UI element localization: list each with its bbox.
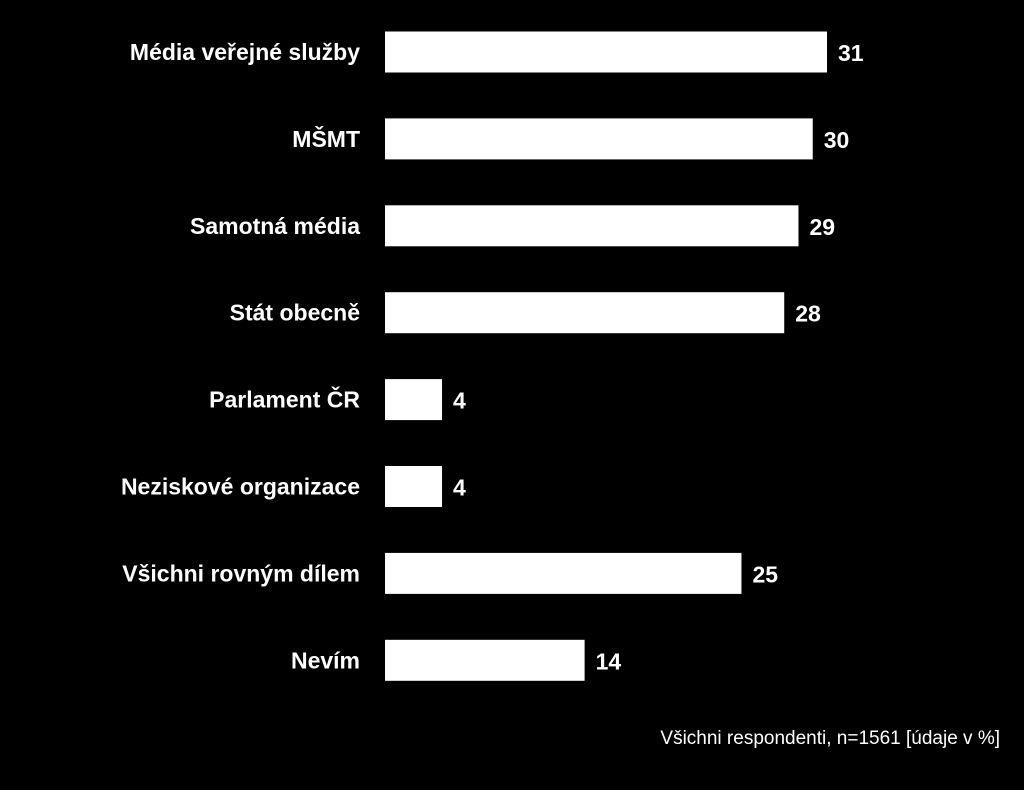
bar (385, 639, 585, 681)
value-label: 25 (752, 561, 778, 587)
category-labels: Média veřejné služby MŠMT Samotná média Stá… (121, 39, 360, 673)
bar (385, 118, 813, 160)
value-label: 4 (453, 475, 466, 501)
value-label: 28 (795, 301, 821, 327)
category-label: Média veřejné služby (130, 39, 360, 65)
bar (385, 552, 742, 594)
category-label: Neziskové organizace (121, 474, 360, 500)
bar (385, 379, 443, 421)
value-label: 29 (809, 214, 835, 240)
category-label: MŠMT (292, 125, 360, 152)
bars-group (385, 31, 827, 681)
value-label: 31 (838, 40, 864, 66)
category-label: Samotná média (190, 213, 360, 239)
category-label: Nevím (291, 647, 360, 673)
category-label: Stát obecně (230, 300, 360, 326)
bar (385, 292, 785, 334)
value-labels: 31 30 29 28 4 4 25 14 (453, 40, 864, 674)
value-label: 30 (824, 127, 850, 153)
category-label: Parlament ČR (209, 386, 360, 413)
value-label: 14 (596, 648, 622, 674)
bar (385, 31, 827, 73)
value-label: 4 (453, 388, 466, 414)
footnote: Všichni respondenti, n=1561 [údaje v %] (660, 728, 1000, 749)
bar (385, 205, 799, 247)
category-label: Všichni rovným dílem (122, 560, 360, 586)
bar (385, 466, 443, 507)
